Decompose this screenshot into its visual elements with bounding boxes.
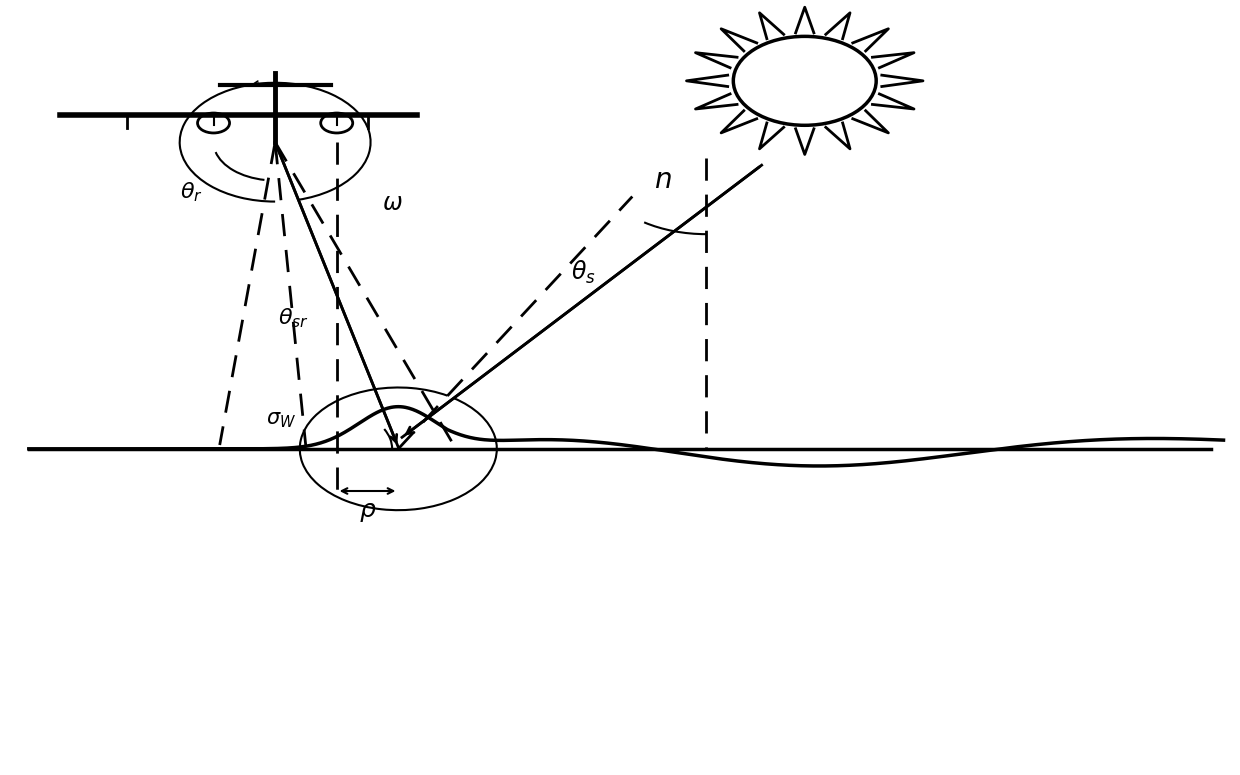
Text: $\rho$: $\rho$: [358, 501, 376, 524]
Text: $n$: $n$: [655, 167, 672, 194]
Text: $\theta_s$: $\theta_s$: [570, 259, 595, 286]
Text: $\omega$: $\omega$: [382, 192, 403, 215]
Text: $\theta_{sr}$: $\theta_{sr}$: [278, 307, 309, 330]
Text: $\theta_r$: $\theta_r$: [180, 181, 203, 204]
Text: $\sigma_W$: $\sigma_W$: [267, 410, 296, 429]
